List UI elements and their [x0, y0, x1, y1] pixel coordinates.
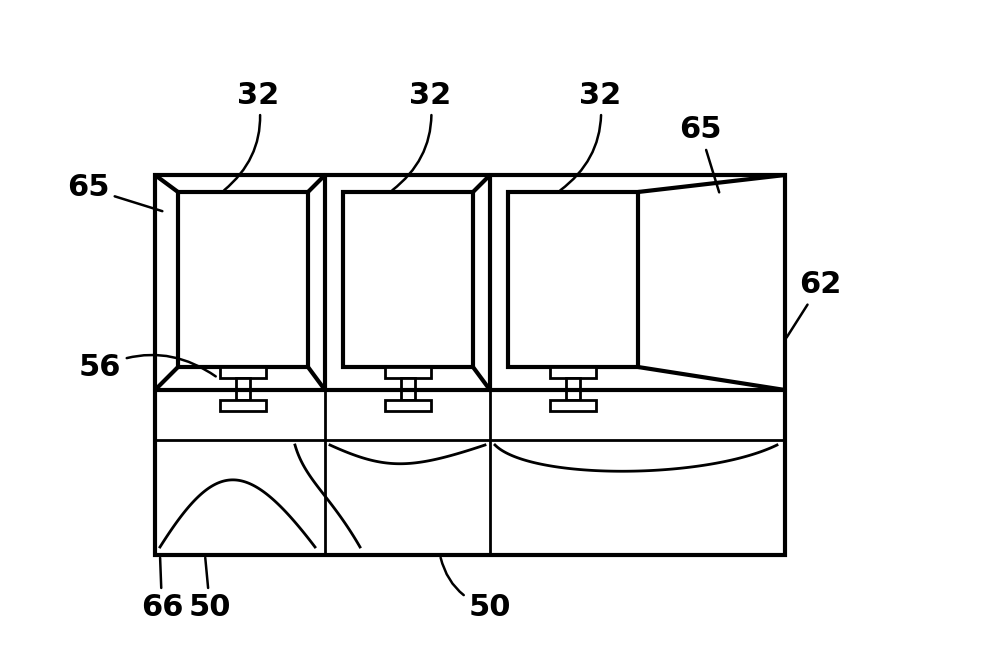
Text: 62: 62 — [785, 270, 840, 338]
Text: 50: 50 — [440, 558, 511, 623]
Bar — [550, 400, 595, 411]
Bar — [566, 378, 580, 400]
Bar — [236, 378, 249, 400]
Text: 32: 32 — [560, 81, 620, 191]
Bar — [550, 367, 595, 378]
Text: 56: 56 — [79, 354, 216, 382]
Text: 65: 65 — [67, 174, 162, 211]
Bar — [508, 192, 637, 367]
Bar — [385, 400, 430, 411]
Text: 50: 50 — [189, 558, 231, 623]
Text: 32: 32 — [392, 81, 450, 191]
Text: 32: 32 — [224, 81, 279, 191]
Bar — [385, 367, 430, 378]
Bar — [343, 192, 472, 367]
Bar — [220, 367, 265, 378]
Bar — [155, 175, 784, 555]
Text: 66: 66 — [140, 558, 183, 623]
Bar — [401, 378, 414, 400]
Bar — [220, 400, 265, 411]
Text: 65: 65 — [678, 115, 721, 193]
Bar — [178, 192, 308, 367]
